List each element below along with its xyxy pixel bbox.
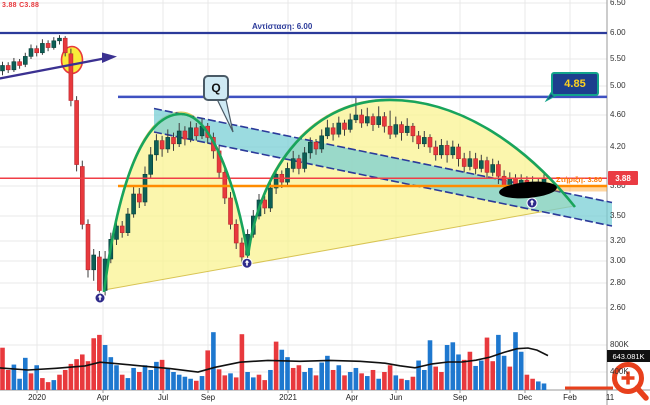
- black-oval[interactable]: [498, 180, 557, 201]
- y-axis-label: 5.50: [610, 54, 626, 63]
- last-price-badge: 3.88: [608, 171, 638, 185]
- y-axis-label: 3.50: [610, 211, 626, 220]
- x-axis-label: 2021: [279, 393, 297, 402]
- y-axis-label: 3.00: [610, 256, 626, 265]
- drawing-zones[interactable]: [60, 45, 613, 291]
- x-axis-label: 2020: [28, 393, 46, 402]
- trend-arrow-line[interactable]: [0, 57, 105, 81]
- y-axis-label: 2.80: [610, 278, 626, 287]
- support-label[interactable]: Στήριξη: 3.80: [556, 175, 603, 184]
- up-arrow-marker[interactable]: [241, 257, 253, 269]
- ticker-readout: 3.88 C3.88: [2, 2, 40, 9]
- x-axis-label: Jun: [389, 393, 403, 402]
- volume-axis-label: 800K: [610, 340, 629, 349]
- y-axis-label: 2.60: [610, 303, 626, 312]
- q-callout[interactable]: Q: [203, 75, 229, 101]
- descending-channel[interactable]: [154, 108, 612, 227]
- y-axis-label: 3.80: [610, 181, 626, 190]
- trend-arrow-head: [102, 52, 117, 63]
- x-axis-label: Jul: [157, 393, 169, 402]
- y-axis-label: 3.20: [610, 236, 626, 245]
- y-axis-label: 6.00: [610, 28, 626, 37]
- volume-value-badge: 643.081K: [607, 350, 650, 362]
- channel-bottom-edge[interactable]: [153, 131, 613, 227]
- x-axis-label: Apr: [96, 393, 110, 402]
- volume-axis-label: 400K: [610, 367, 629, 376]
- overlay-drawings[interactable]: [0, 52, 649, 401]
- zoom-in-icon[interactable]: [565, 362, 649, 401]
- x-axis-label: Feb: [563, 393, 577, 402]
- x-axis-label: Dec: [517, 393, 533, 402]
- x-axis-label: Sep: [452, 393, 468, 402]
- arc-dome-1[interactable]: [102, 112, 250, 293]
- arc-dome-2[interactable]: [246, 98, 577, 257]
- pattern-arcs[interactable]: [102, 98, 577, 293]
- price-volume-series: [0, 35, 549, 390]
- target-callout[interactable]: 4.85: [551, 72, 599, 96]
- low-arrow-markers[interactable]: [94, 197, 538, 304]
- y-axis-label: 5.00: [610, 81, 626, 90]
- up-arrow-marker[interactable]: [526, 197, 538, 209]
- x-axis-label: Sep: [200, 393, 216, 402]
- up-arrow-marker[interactable]: [94, 292, 106, 304]
- y-axis-label: 6.50: [610, 0, 626, 7]
- x-axis-label: Apr: [345, 393, 359, 402]
- x-axis-label: 11: [605, 393, 615, 402]
- y-axis-label: 4.20: [610, 142, 626, 151]
- resistance-label[interactable]: Αντίσταση: 6.00: [252, 22, 313, 31]
- y-axis-label: 4.60: [610, 110, 626, 119]
